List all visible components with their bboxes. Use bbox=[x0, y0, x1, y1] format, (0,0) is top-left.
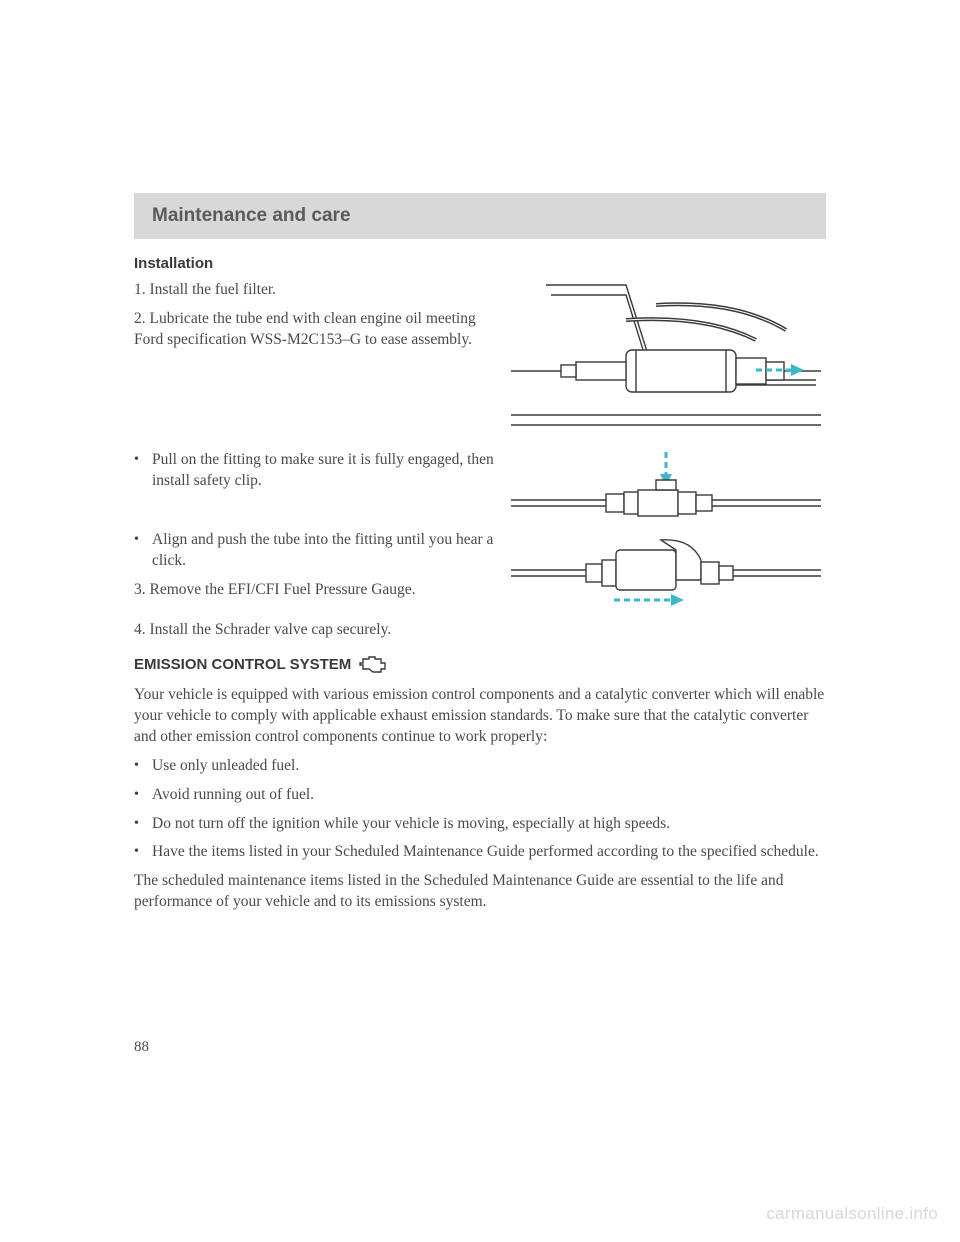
section-header: Maintenance and care bbox=[134, 193, 826, 239]
engine-icon bbox=[359, 655, 387, 675]
bullet-icon: • bbox=[134, 756, 152, 777]
step-2: 2. Lubricate the tube end with clean eng… bbox=[134, 309, 494, 351]
emission-b2: Avoid running out of fuel. bbox=[152, 785, 826, 806]
watermark: carmanualsonline.info bbox=[766, 1204, 938, 1224]
bullet-icon: • bbox=[134, 530, 152, 572]
bullet-2: Align and push the tube into the fitting… bbox=[152, 530, 494, 572]
bullet-item: • Use only unleaded fuel. bbox=[134, 756, 826, 777]
bullet-item: • Pull on the fitting to make sure it is… bbox=[134, 450, 494, 492]
step-3: 3. Remove the EFI/CFI Fuel Pressure Gaug… bbox=[134, 580, 494, 601]
emission-outro: The scheduled maintenance items listed i… bbox=[134, 871, 826, 913]
emission-heading: EMISSION CONTROL SYSTEM bbox=[134, 656, 351, 673]
bullet-item: • Align and push the tube into the fitti… bbox=[134, 530, 494, 572]
bullet-item: • Do not turn off the ignition while you… bbox=[134, 814, 826, 835]
bullet-icon: • bbox=[134, 814, 152, 835]
emission-intro: Your vehicle is equipped with various em… bbox=[134, 685, 826, 748]
bullet-item: • Have the items listed in your Schedule… bbox=[134, 842, 826, 863]
emission-b1: Use only unleaded fuel. bbox=[152, 756, 826, 777]
bullet-item: • Avoid running out of fuel. bbox=[134, 785, 826, 806]
bullet-icon: • bbox=[134, 450, 152, 492]
bullet-icon: • bbox=[134, 785, 152, 806]
bullet-1: Pull on the fitting to make sure it is f… bbox=[152, 450, 494, 492]
step-4: 4. Install the Schrader valve cap secure… bbox=[134, 620, 826, 641]
bullet-icon: • bbox=[134, 842, 152, 863]
fuel-filter-diagram bbox=[506, 280, 826, 440]
step-1: 1. Install the fuel filter. bbox=[134, 280, 494, 301]
safety-clip-diagram bbox=[506, 450, 826, 520]
push-tube-diagram bbox=[506, 530, 826, 610]
emission-b4: Have the items listed in your Scheduled … bbox=[152, 842, 826, 863]
emission-b3: Do not turn off the ignition while your … bbox=[152, 814, 826, 835]
installation-heading: Installation bbox=[134, 255, 826, 272]
page-number: 88 bbox=[134, 1039, 149, 1056]
section-header-title: Maintenance and care bbox=[152, 205, 808, 227]
